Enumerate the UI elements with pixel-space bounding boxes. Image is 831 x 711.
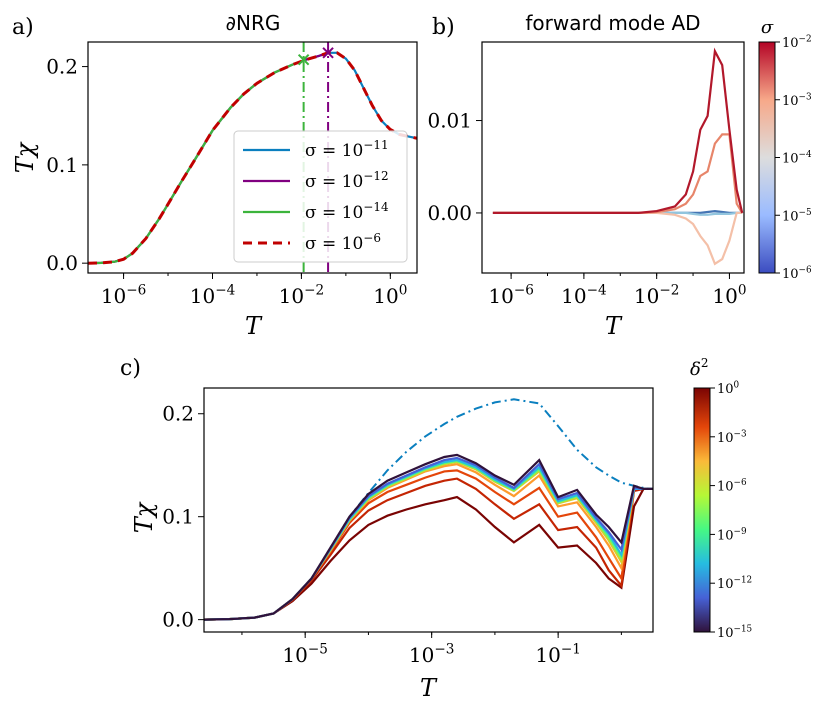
panel-c: c) 10−5 10−3 10−1 0.0 0.1 0.2 T Tχ δ2 100 10−…: [120, 356, 752, 702]
panel-b-title: forward mode AD: [525, 11, 700, 35]
panel-a-frame: [87, 41, 418, 274]
legend-box: [233, 130, 408, 263]
y-tick-label: 0.00: [427, 201, 472, 225]
colorbar-tick-label: 10−6: [717, 478, 747, 494]
panel-a-y-label: Tχ: [11, 141, 39, 173]
panel-c-x-ticks: 10−5 10−3 10−1: [241, 632, 622, 667]
legend-label: σ = 10−12: [305, 169, 389, 192]
colorbar-tick-label: 100: [717, 381, 740, 397]
x-tick-label: 100: [373, 283, 407, 308]
y-tick-label: 0.01: [427, 109, 472, 133]
panel-b-colorbar-ticks: 10−2 10−3 10−4 10−5 10−6: [775, 35, 812, 282]
x-tick-label: 10−1: [535, 642, 581, 667]
y-tick-label: 0.0: [46, 251, 78, 275]
series-line: [204, 469, 653, 621]
panel-b-frame: [481, 41, 745, 274]
panel-a-legend: σ = 10−11 σ = 10−12 σ = 10−14 σ = 10−6: [233, 130, 408, 263]
panel-b-x-label: T: [605, 312, 623, 340]
x-tick-label: 100: [712, 283, 746, 308]
x-marker: [297, 53, 310, 66]
legend-label: σ = 10−14: [305, 200, 389, 223]
panel-a-x-label: T: [245, 312, 263, 340]
panel-b-label: b): [432, 15, 455, 40]
panel-b-colorbar-label: σ: [761, 17, 774, 38]
colorbar-tick-label: 10−3: [782, 92, 812, 108]
y-tick-label: 0.1: [46, 153, 78, 177]
panel-c-label: c): [120, 356, 141, 381]
panel-a-label: a): [12, 15, 34, 40]
panel-b-y-ticks: 0.00 0.01: [427, 109, 482, 225]
series-line: [492, 211, 743, 266]
series-line: [492, 133, 744, 214]
panel-c-colorbar: [693, 387, 711, 633]
panel-b-colorbar: [758, 41, 776, 274]
panel-c-plot: [204, 398, 653, 621]
panel-a-x-ticks: 10−6 10−4 10−2 100: [101, 273, 407, 308]
x-tick-label: 10−2: [634, 283, 680, 308]
series-line: [492, 47, 744, 214]
panel-c-x-label: T: [420, 674, 438, 702]
colorbar-tick-label: 10−5: [782, 208, 812, 224]
panel-b-x-ticks: 10−6 10−4 10−2 100: [488, 273, 746, 308]
y-tick-label: 0.0: [162, 608, 194, 632]
colorbar-tick-label: 10−15: [717, 625, 752, 641]
x-tick-label: 10−3: [409, 642, 455, 667]
x-tick-label: 10−6: [101, 283, 147, 308]
x-tick-label: 10−4: [561, 283, 607, 308]
x-marker: [322, 47, 334, 59]
y-tick-label: 0.2: [46, 55, 78, 79]
x-tick-label: 10−6: [488, 283, 533, 308]
colorbar-tick-label: 10−4: [782, 150, 812, 166]
panel-c-frame: [203, 387, 654, 633]
panel-a: a) ∂NRG 10−6 10−4 10−2 100 0.0 0.1 0.2 T Tχ σ…: [11, 11, 418, 340]
y-tick-label: 0.2: [162, 402, 194, 426]
series-line: [204, 456, 653, 621]
colorbar-tick-label: 10−6: [782, 266, 812, 282]
colorbar-tick-label: 10−2: [782, 35, 812, 51]
panel-a-title: ∂NRG: [226, 11, 281, 35]
legend-label: σ = 10−11: [305, 138, 389, 161]
x-tick-label: 10−5: [282, 642, 328, 667]
series-line: [204, 453, 653, 621]
panel-c-colorbar-ticks: 100 10−3 10−6 10−9 10−12 10−15: [710, 381, 752, 641]
legend-label: σ = 10−6: [305, 231, 381, 254]
colorbar-tick-label: 10−12: [717, 576, 752, 592]
colorbar-tick-label: 10−3: [717, 429, 747, 445]
panel-c-colorbar-label: δ2: [690, 356, 708, 380]
x-tick-label: 10−4: [190, 283, 236, 308]
y-tick-label: 0.1: [162, 505, 194, 529]
panel-b: b) forward mode AD 10−6 10−4 10−2 100 0.000…: [427, 11, 811, 340]
series-line: [204, 463, 653, 621]
panel-a-y-ticks: 0.0 0.1 0.2: [46, 55, 88, 275]
colorbar-tick-label: 10−9: [717, 527, 747, 543]
x-tick-label: 10−2: [279, 283, 325, 308]
panel-c-y-label: Tχ: [130, 501, 158, 533]
panel-c-y-ticks: 0.0 0.1 0.2: [162, 402, 204, 632]
panel-b-plot: [492, 47, 744, 266]
